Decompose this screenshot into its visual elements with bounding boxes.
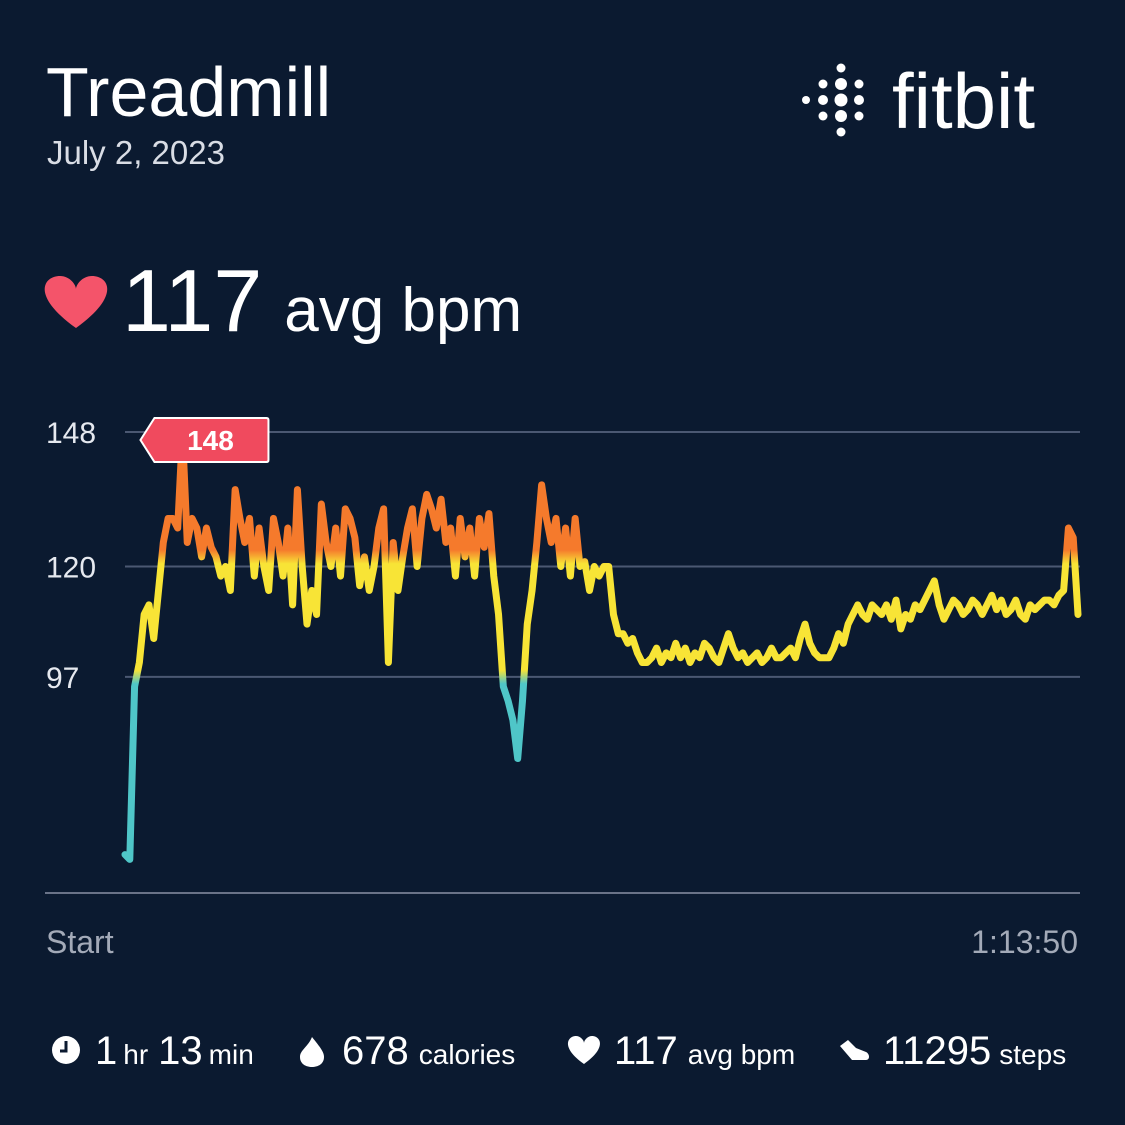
heart-unit: avg bpm [688, 1039, 795, 1070]
minutes-unit: min [209, 1039, 254, 1070]
shoe-icon [840, 1040, 869, 1060]
summary-unit: avg bpm [284, 276, 522, 345]
clock-hands [60, 1041, 68, 1053]
steps-unit: steps [999, 1039, 1066, 1070]
calories-unit: calories [419, 1039, 515, 1070]
hours-unit: hr [123, 1039, 148, 1070]
heart-value: 117 [614, 1029, 678, 1073]
brand-logo [802, 63, 864, 137]
y-tick-label: 97 [46, 662, 79, 695]
max-badge [139, 417, 270, 463]
y-tick-label: 148 [46, 417, 96, 450]
summary-value: 117 [122, 251, 262, 350]
x-start-label: Start [46, 924, 114, 960]
heart-small-icon [568, 1036, 600, 1064]
date: July 2, 2023 [47, 134, 225, 171]
x-end-label: 1:13:50 [971, 924, 1078, 960]
heart-rate-line [121, 428, 1082, 863]
calories-value: 678 [342, 1029, 409, 1073]
minutes: 13 [158, 1029, 203, 1073]
summary: 117 avg bpm [122, 251, 522, 350]
max-label: 148 [187, 425, 234, 456]
y-tick-label: 120 [46, 551, 96, 584]
hours: 1 [95, 1029, 117, 1073]
brand-name: fitbit [892, 57, 1035, 145]
stats-row: 1 hr 13 min 678 calories 117 avg bpm 11295 ste… [52, 1029, 1066, 1073]
title: Treadmill [46, 53, 331, 131]
flame-icon [300, 1037, 324, 1067]
steps-value: 11295 [883, 1029, 991, 1073]
calories: 678 calories [342, 1029, 515, 1073]
heart-icon [44, 276, 108, 328]
steps: 11295 steps [883, 1029, 1066, 1073]
heart-stat: 117 avg bpm [614, 1029, 795, 1073]
duration: 1 hr 13 min [95, 1029, 254, 1073]
